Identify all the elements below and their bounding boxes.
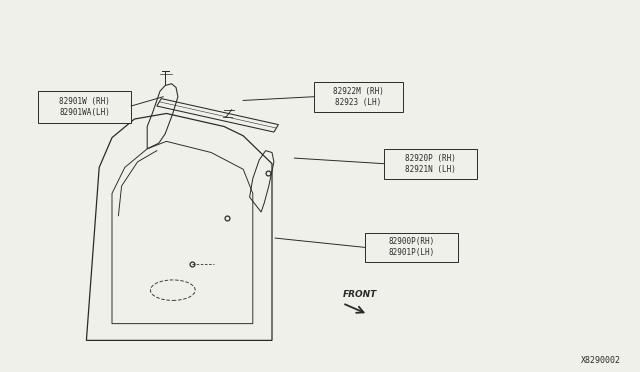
Bar — [314, 82, 403, 112]
Bar — [384, 149, 477, 179]
Bar — [365, 232, 458, 262]
Text: 82900P(RH)
82901P(LH): 82900P(RH) 82901P(LH) — [388, 237, 435, 257]
Text: FRONT: FRONT — [342, 291, 377, 299]
Text: X8290002: X8290002 — [581, 356, 621, 365]
Text: 82922M (RH)
82923 (LH): 82922M (RH) 82923 (LH) — [333, 87, 384, 107]
Text: 82920P (RH)
82921N (LH): 82920P (RH) 82921N (LH) — [405, 154, 456, 174]
Bar — [38, 91, 131, 123]
Text: 82901W (RH)
82901WA(LH): 82901W (RH) 82901WA(LH) — [60, 97, 110, 117]
